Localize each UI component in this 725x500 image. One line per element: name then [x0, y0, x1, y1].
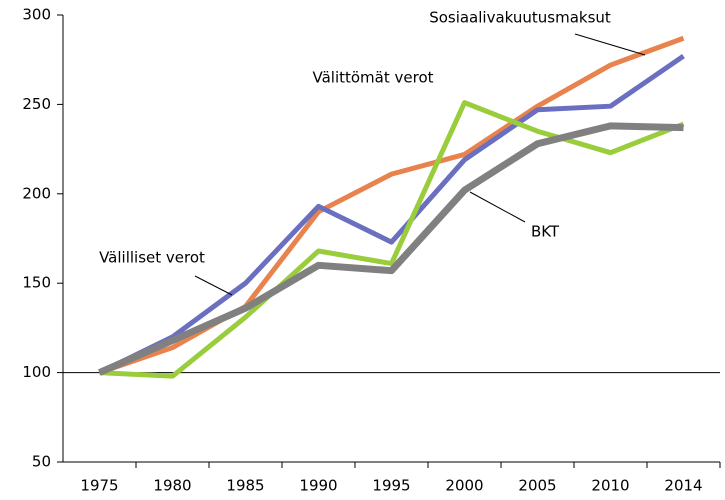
x-tick-label: 1995 [372, 477, 410, 495]
x-tick-label: 1975 [80, 477, 118, 495]
series-label: Välilliset verot [99, 249, 205, 267]
y-tick-label: 250 [22, 95, 51, 113]
x-tick-label: 2005 [518, 477, 556, 495]
x-tick-label: 2010 [591, 477, 629, 495]
series-label: Välittömät verot [312, 69, 433, 87]
x-tick-label: 1990 [299, 477, 337, 495]
leader-line [194, 275, 233, 296]
data-line [98, 35, 685, 375]
y-tick-label: 150 [22, 274, 51, 292]
leader-line [469, 191, 526, 223]
data-line [99, 100, 685, 379]
series-label: BKT [531, 223, 560, 241]
x-tick-label: 2000 [445, 477, 483, 495]
data-line [98, 122, 684, 376]
x-tick-label: 2014 [664, 477, 702, 495]
y-tick-label: 300 [22, 6, 51, 24]
series-label: Sosiaalivakuutusmaksut [429, 9, 611, 27]
leader-line [574, 33, 646, 56]
data-line [98, 54, 685, 375]
y-tick-label: 100 [22, 363, 51, 381]
x-tick-label: 1980 [153, 477, 191, 495]
x-tick-label: 1985 [226, 477, 264, 495]
y-tick-label: 200 [22, 184, 51, 202]
y-tick-label: 50 [32, 453, 51, 471]
